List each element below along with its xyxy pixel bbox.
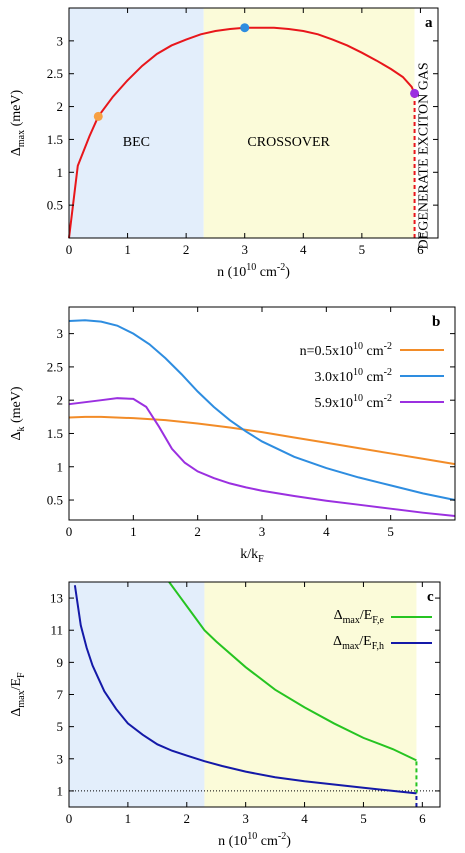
panel-a-label: a (425, 15, 433, 31)
panel-b-ytick-label: 1.5 (47, 426, 63, 441)
panel-c-xtick-label: 4 (301, 811, 308, 826)
panel-a-marker-2 (410, 88, 420, 98)
panel-a-xtick-label: 1 (124, 242, 131, 257)
panel-a-ytick-label: 2 (57, 99, 64, 114)
panel-b-ytick-label: 0.5 (47, 493, 63, 508)
panel-b-xtick-label: 5 (387, 524, 394, 539)
panel-c-series-line-1 (73, 585, 417, 795)
panel-c-xtick-label: 5 (360, 811, 367, 826)
panel-c-ytick-label: 7 (57, 687, 64, 702)
legend-entry-n05: n=0.5x1010 cm-2 (300, 341, 392, 359)
panel-a-x-axis-label: n (1010 cm-2) (217, 262, 290, 280)
panel-a-xtick-label: 5 (359, 242, 366, 257)
panel-a-region-2 (414, 8, 438, 238)
panel-b-x-axis-label: k/kF (240, 547, 264, 565)
panel-a-ytick-label: 1.5 (47, 132, 63, 147)
panel-c-xtick-label: 0 (66, 811, 73, 826)
panel-b-xtick-label: 4 (323, 524, 330, 539)
panel-c-xtick-label: 2 (184, 811, 191, 826)
panel-a-ytick-label: 1 (57, 165, 64, 180)
region-label-degenerate: DEGENERATE EXCITON GAS (416, 62, 431, 249)
panel-a: 0 1 2 3 4 5 6 0.5 1 1.5 2 2.5 3 a BEC CROSSOVER DEGE… (9, 7, 439, 280)
panel-b-series-line-2 (68, 397, 456, 518)
panel-a-ytick-label: 0.5 (47, 198, 63, 213)
panel-b-ytick-label: 2 (57, 393, 64, 408)
panel-c-ytick-label: 5 (57, 719, 64, 734)
panel-c-ytick-label: 9 (57, 655, 64, 670)
panel-a-marker-1 (240, 23, 250, 33)
legend-entry-ef-h: Δmax/EF,h (333, 634, 384, 652)
panel-a-ytick-label: 3 (57, 33, 64, 48)
panel-a-region-0 (69, 8, 204, 238)
panel-b-label: b (432, 314, 440, 330)
panel-b-xtick-label: 3 (259, 524, 266, 539)
panel-c-ytick-label: 1 (57, 783, 64, 798)
legend-entry-n30: 3.0x1010 cm-2 (315, 367, 392, 385)
panel-c-x-axis-label: n (1010 cm-2) (218, 831, 291, 849)
panel-c-ytick-label: 3 (57, 751, 64, 766)
panel-b-xtick-label: 2 (194, 524, 201, 539)
region-label-bec: BEC (123, 135, 150, 150)
panel-b-ytick-label: 1 (57, 459, 64, 474)
panel-c-region-1 (204, 582, 417, 807)
panel-b-legend: n=0.5x1010 cm-2 3.0x1010 cm-2 5.9x1010 c… (300, 341, 444, 411)
panel-b-ytick-label: 3 (57, 326, 64, 341)
panel-a-marker-0 (93, 111, 103, 121)
panel-c-y-axis-label: Δmax/EF (9, 672, 27, 717)
region-label-crossover: CROSSOVER (247, 135, 330, 150)
panel-b-y-axis-label: Δk (meV) (9, 386, 27, 440)
panel-a-ytick-label: 2.5 (47, 66, 63, 81)
panel-a-xtick-label: 4 (300, 242, 307, 257)
panel-a-xtick-label: 0 (66, 242, 73, 257)
panel-a-xtick-label: 3 (241, 242, 248, 257)
panel-a-region-1 (203, 8, 415, 238)
legend-entry-n59: 5.9x1010 cm-2 (315, 393, 392, 411)
panel-b-xtick-label: 1 (130, 524, 137, 539)
panel-b: 0 1 2 3 4 5 0.5 1 1.5 2 2.5 3 b n=0.5x1010 cm-2 3.0… (9, 306, 456, 565)
panel-a-xtick-label: 6 (417, 242, 424, 257)
panel-a-y-axis-label: Δmax (meV) (9, 90, 27, 157)
panel-b-ytick-label: 2.5 (47, 359, 63, 374)
panel-c-xtick-label: 3 (242, 811, 249, 826)
panel-c-legend: Δmax/EF,e Δmax/EF,h (333, 608, 432, 652)
panel-c-region-0 (69, 582, 205, 807)
panel-a-frame (68, 7, 439, 239)
panel-b-series-line-0 (68, 415, 456, 466)
panel-c-xtick-label: 6 (419, 811, 426, 826)
panel-b-series-line-1 (68, 319, 456, 502)
panel-c-series-line-0 (168, 581, 417, 762)
panel-c-ytick-label: 13 (50, 591, 63, 606)
panel-c-ytick-label: 11 (50, 623, 63, 638)
panel-c-label: c (427, 589, 434, 605)
panel-b-xtick-label: 0 (66, 524, 73, 539)
panel-c-xtick-label: 1 (125, 811, 132, 826)
panel-a-xtick-label: 2 (183, 242, 190, 257)
panel-b-frame (68, 306, 456, 521)
legend-entry-ef-e: Δmax/EF,e (334, 608, 385, 626)
